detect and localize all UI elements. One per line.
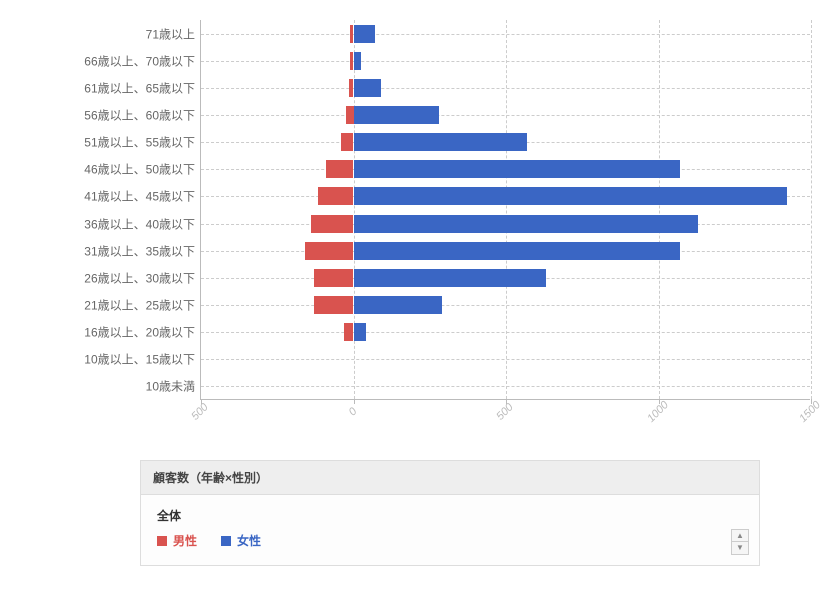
y-axis-label: 61歳以上、65歳以下 — [84, 79, 195, 96]
y-axis-label: 26歳以上、30歳以下 — [84, 269, 195, 286]
stepper-up-icon[interactable]: ▲ — [732, 530, 748, 542]
x-axis-label: 0 — [346, 406, 359, 419]
bar-male — [311, 215, 354, 233]
bar-row — [201, 323, 810, 341]
x-axis-labels: 500050010001500 — [200, 400, 810, 440]
legend-stepper[interactable]: ▲ ▼ — [731, 529, 749, 555]
y-axis-label: 56歳以上、60歳以下 — [84, 107, 195, 124]
bar-row — [201, 106, 810, 124]
y-axis-label: 21歳以上、25歳以下 — [84, 297, 195, 314]
bar-male — [344, 323, 353, 341]
y-axis-label: 51歳以上、55歳以下 — [84, 134, 195, 151]
bar-row — [201, 79, 810, 97]
bar-male — [326, 160, 353, 178]
y-axis-label: 41歳以上、45歳以下 — [84, 188, 195, 205]
bar-row — [201, 187, 810, 205]
legend-swatch-icon — [221, 536, 231, 546]
legend-items: 男性 女性 — [157, 532, 743, 549]
legend-subtitle: 全体 — [157, 507, 743, 524]
bar-female — [354, 215, 699, 233]
bar-row — [201, 133, 810, 151]
bar-female — [354, 25, 375, 43]
bar-row — [201, 350, 810, 368]
x-axis-label: 500 — [494, 401, 515, 422]
bar-male — [314, 269, 354, 287]
bar-female — [354, 242, 680, 260]
y-axis-label: 66歳以上、70歳以下 — [84, 52, 195, 69]
bar-row — [201, 242, 810, 260]
x-axis-label: 500 — [189, 401, 210, 422]
bar-female — [354, 323, 366, 341]
y-axis-label: 31歳以上、35歳以下 — [84, 242, 195, 259]
y-axis-label: 16歳以上、20歳以下 — [84, 324, 195, 341]
stepper-down-icon[interactable]: ▼ — [732, 542, 748, 554]
bar-male — [341, 133, 353, 151]
legend-item-female[interactable]: 女性 — [221, 532, 261, 549]
bar-female — [354, 79, 381, 97]
legend-body: 全体 男性 女性 ▲ ▼ — [141, 495, 759, 565]
bar-female — [354, 160, 680, 178]
bar-row — [201, 377, 810, 395]
bar-female — [354, 269, 546, 287]
legend-item-label: 女性 — [237, 532, 261, 549]
bar-male — [305, 242, 354, 260]
legend-panel: 顧客数（年齢×性別） 全体 男性 女性 ▲ ▼ — [140, 460, 760, 566]
bar-female — [354, 52, 362, 70]
legend-item-label: 男性 — [173, 532, 197, 549]
legend-item-male[interactable]: 男性 — [157, 532, 197, 549]
chart-container: 71歳以上 66歳以上、70歳以下 61歳以上、65歳以下 56歳以上、60歳以下 51… — [20, 20, 810, 566]
bar-row — [201, 296, 810, 314]
y-axis-label: 36歳以上、40歳以下 — [84, 215, 195, 232]
bar-male — [346, 106, 354, 124]
y-axis-labels: 71歳以上 66歳以上、70歳以下 61歳以上、65歳以下 56歳以上、60歳以下 51… — [20, 20, 195, 400]
legend-swatch-icon — [157, 536, 167, 546]
y-axis-label: 46歳以上、50歳以下 — [84, 161, 195, 178]
bar-row — [201, 25, 810, 43]
y-axis-label: 10歳未満 — [146, 378, 195, 395]
x-axis-label: 1500 — [797, 399, 823, 425]
bar-male — [314, 296, 354, 314]
bar-female — [354, 106, 439, 124]
x-axis-label: 1000 — [645, 399, 671, 425]
plot-area — [200, 20, 810, 400]
bar-row — [201, 269, 810, 287]
bar-row — [201, 215, 810, 233]
bar-row — [201, 160, 810, 178]
bar-female — [354, 133, 528, 151]
bar-female — [354, 296, 442, 314]
bars-layer — [201, 20, 810, 399]
bar-female — [354, 187, 787, 205]
legend-title: 顧客数（年齢×性別） — [141, 461, 759, 495]
y-axis-label: 10歳以上、15歳以下 — [84, 351, 195, 368]
y-axis-label: 71歳以上 — [146, 25, 195, 42]
bar-row — [201, 52, 810, 70]
bar-male — [318, 187, 353, 205]
